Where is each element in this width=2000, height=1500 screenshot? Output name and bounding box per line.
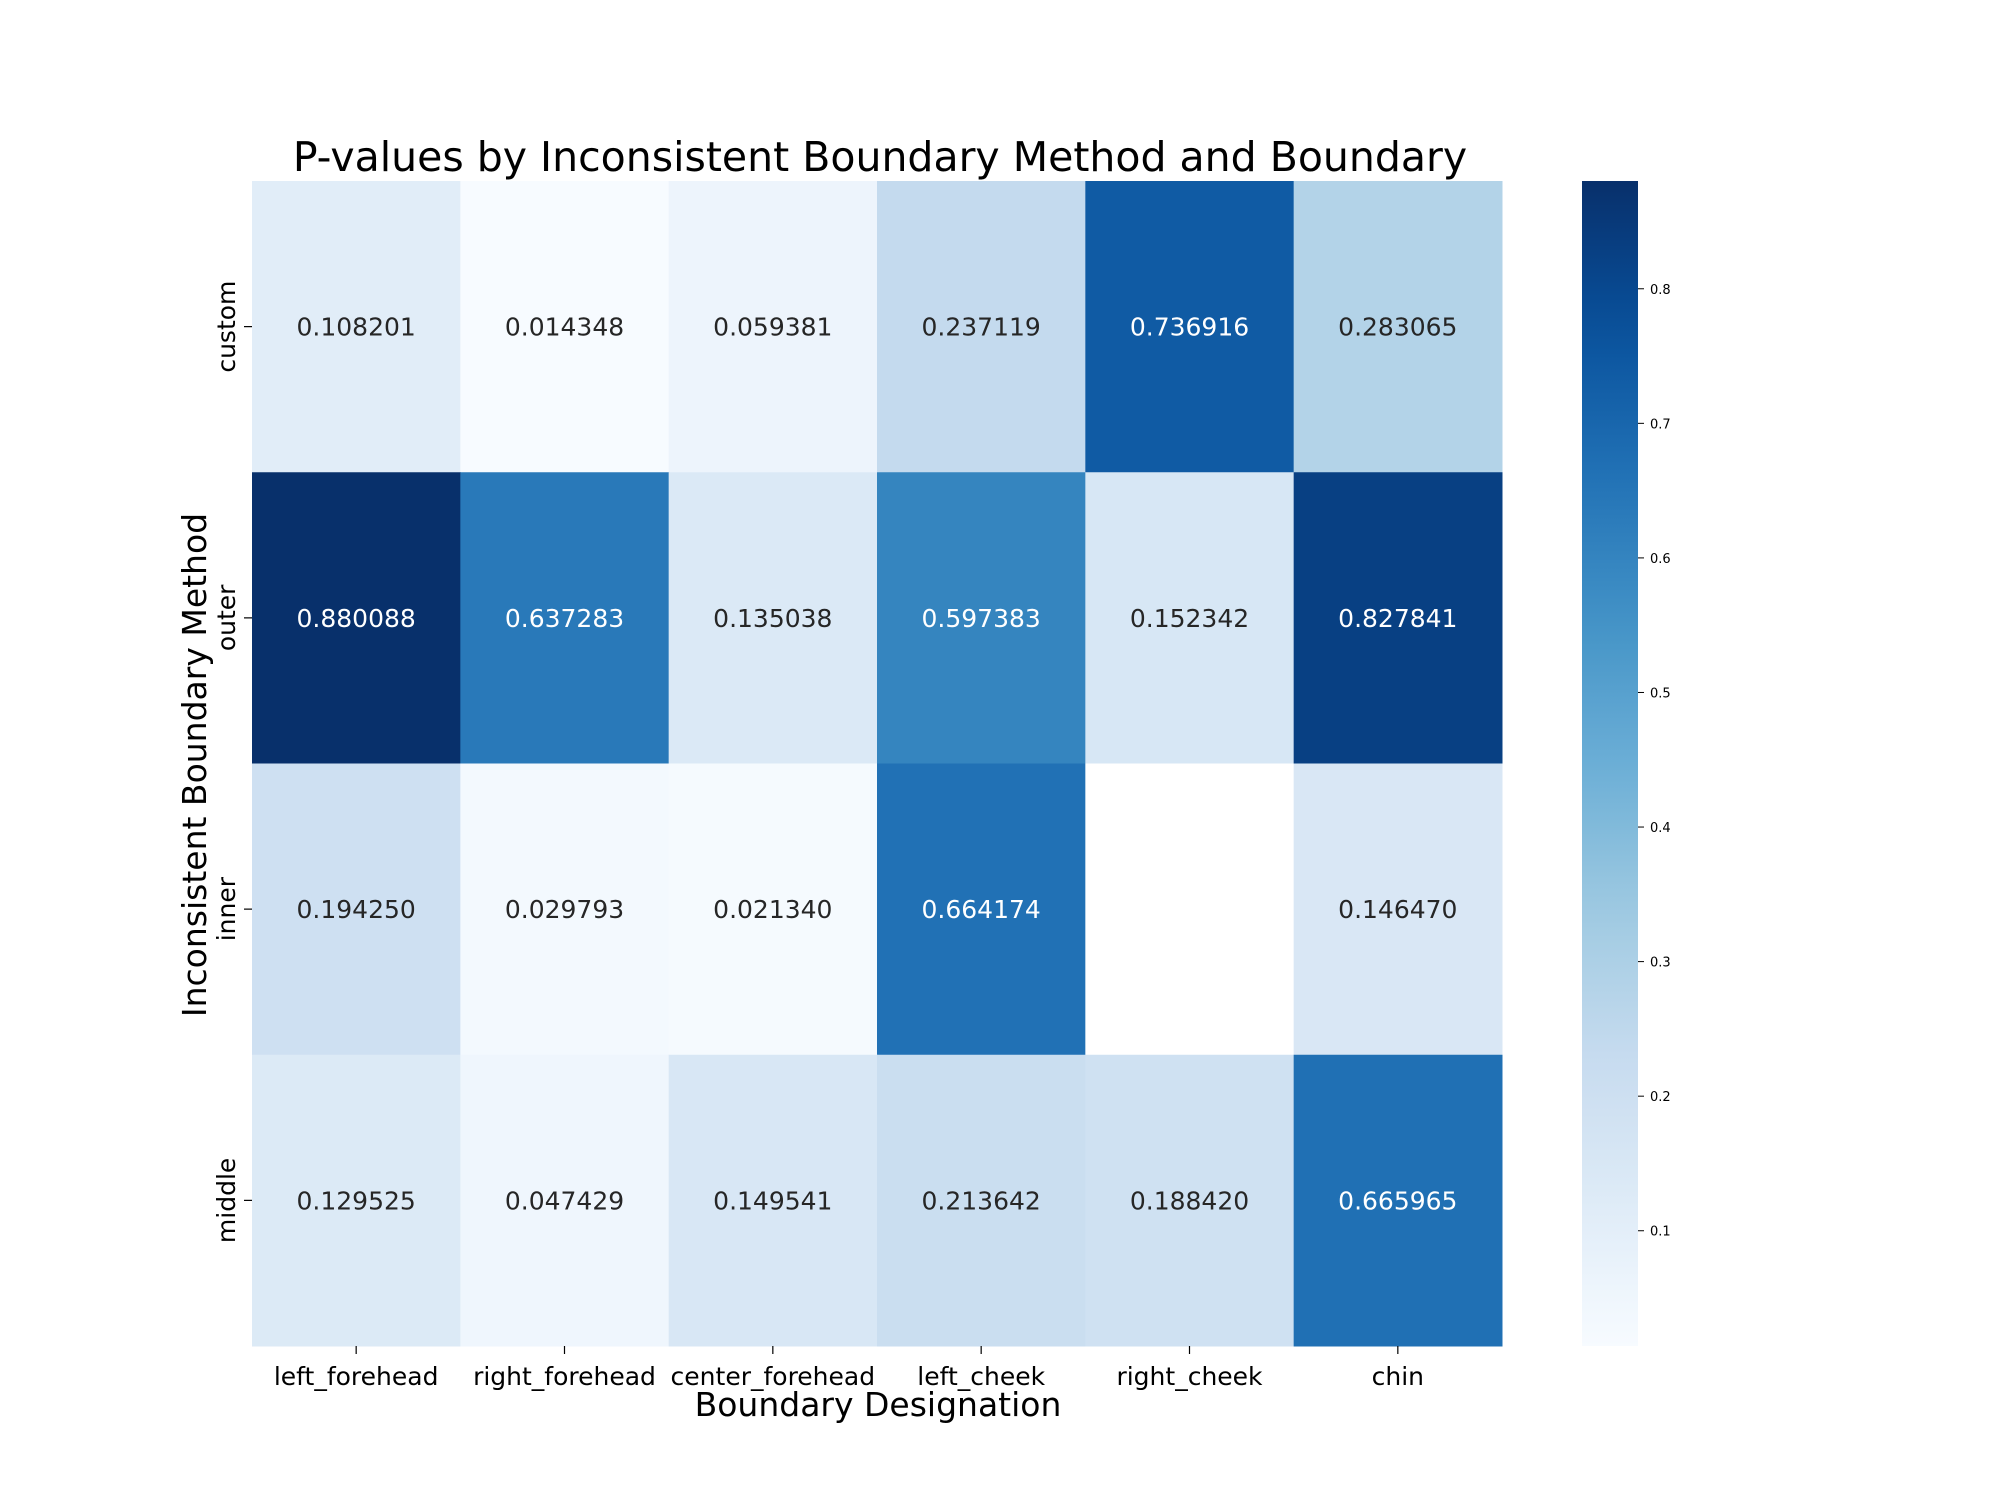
cell-value-label: 0.237119: [922, 313, 1041, 342]
cell-value-label: 0.014348: [505, 313, 624, 342]
colorbar-tick-label: 0.3: [1650, 956, 1671, 971]
heatmap-cell-custom-center_forehead: [668, 181, 878, 473]
heatmap-cells: [252, 181, 1503, 1347]
heatmap-cell-outer-right_forehead: [460, 472, 670, 764]
colorbar-tick-label: 0.2: [1650, 1090, 1671, 1105]
x-tick-label-chin: chin: [1372, 1362, 1424, 1391]
heatmap-cell-middle-right_forehead: [460, 1054, 670, 1347]
cell-value-label: 0.188420: [1130, 1186, 1249, 1215]
heatmap-cell-inner-left_cheek: [877, 763, 1086, 1056]
cell-value-label: 0.149541: [713, 1186, 832, 1215]
heatmap-cell-inner-left_forehead: [252, 763, 461, 1056]
x-axis-label: Boundary Designation: [695, 1385, 1062, 1424]
heatmap-cell-custom-right_forehead: [460, 181, 670, 473]
colorbar-tick-label: 0.8: [1650, 283, 1671, 298]
cell-value-label: 0.736916: [1130, 313, 1249, 342]
heatmap-cell-middle-left_cheek: [877, 1054, 1086, 1347]
x-tick-label-right_cheek: right_cheek: [1116, 1362, 1263, 1391]
y-tick-label-outer: outer: [212, 584, 241, 651]
y-tick-label-inner: inner: [212, 876, 241, 941]
cell-value-label: 0.146470: [1338, 895, 1457, 924]
cell-value-label: 0.213642: [922, 1186, 1041, 1215]
x-tick-label-left_cheek: left_cheek: [917, 1362, 1045, 1391]
cell-value-label: 0.194250: [297, 895, 416, 924]
cell-value-label: 0.152342: [1130, 604, 1249, 633]
cell-value-label: 0.880088: [297, 604, 416, 633]
heatmap-cell-custom-chin: [1293, 181, 1503, 473]
x-tick-label-left_forehead: left_forehead: [274, 1362, 439, 1391]
chart-title: P-values by Inconsistent Boundary Method…: [293, 133, 1467, 181]
x-tick-label-center_forehead: center_forehead: [671, 1362, 876, 1391]
y-tick-label-middle: middle: [212, 1158, 241, 1243]
cell-value-label: 0.827841: [1338, 604, 1457, 633]
x-tick-label-right_forehead: right_forehead: [473, 1362, 656, 1391]
cell-value-label: 0.029793: [505, 895, 624, 924]
heatmap-cell-custom-right_cheek: [1085, 181, 1295, 473]
cell-value-label: 0.135038: [713, 604, 832, 633]
heatmap-cell-outer-left_cheek: [877, 472, 1086, 764]
cell-value-label: 0.283065: [1338, 313, 1457, 342]
heatmap-cell-inner-chin: [1293, 763, 1503, 1056]
heatmap-cell-outer-chin: [1293, 472, 1503, 764]
heatmap-cell-inner-right_cheek: [1085, 763, 1295, 1056]
heatmap-cell-outer-left_forehead: [252, 472, 461, 764]
colorbar-tick-label: 0.5: [1650, 686, 1671, 701]
y-axis-label: Inconsistent Boundary Method: [175, 513, 214, 1017]
x-axis: left_forehead right_forehead center_forehe…: [274, 1346, 1424, 1391]
heatmap-cell-labels: 0.108201 0.014348 0.059381 0.237119 0.736916…: [297, 313, 1458, 1216]
y-tick-label-custom: custom: [212, 281, 241, 373]
colorbar-tick-label: 0.4: [1650, 821, 1671, 836]
colorbar-gradient: [1582, 181, 1638, 1346]
colorbar-tick-label: 0.6: [1650, 552, 1671, 567]
heatmap-cell-middle-center_forehead: [668, 1054, 878, 1347]
heatmap-cell-outer-center_forehead: [668, 472, 878, 764]
cell-value-label: 0.665965: [1338, 1186, 1457, 1215]
heatmap-cell-middle-left_forehead: [252, 1054, 461, 1347]
heatmap-cell-middle-right_cheek: [1085, 1054, 1295, 1347]
cell-value-label: 0.597383: [922, 604, 1041, 633]
heatmap-cell-custom-left_forehead: [252, 181, 461, 473]
cell-value-label: 0.129525: [297, 1186, 416, 1215]
heatmap-cell-outer-right_cheek: [1085, 472, 1295, 764]
y-axis: custom outer inner middle: [212, 281, 252, 1243]
colorbar: 0.1 0.2 0.3 0.4 0.5 0.6 0.7 0.8: [1582, 181, 1671, 1346]
cell-value-label: 0.664174: [922, 895, 1041, 924]
cell-value-label: 0.059381: [713, 313, 832, 342]
colorbar-ticks: 0.1 0.2 0.3 0.4 0.5 0.6 0.7 0.8: [1638, 283, 1671, 1240]
heatmap-cell-middle-chin: [1293, 1054, 1503, 1347]
heatmap-cell-custom-left_cheek: [877, 181, 1086, 473]
cell-value-label: 0.047429: [505, 1186, 624, 1215]
cell-value-label: 0.021340: [713, 895, 832, 924]
heatmap-cell-inner-right_forehead: [460, 763, 670, 1056]
colorbar-tick-label: 0.1: [1650, 1225, 1671, 1240]
cell-value-label: 0.108201: [297, 313, 416, 342]
cell-value-label: 0.637283: [505, 604, 624, 633]
colorbar-tick-label: 0.7: [1650, 417, 1671, 432]
heatmap-cell-inner-center_forehead: [668, 763, 878, 1056]
